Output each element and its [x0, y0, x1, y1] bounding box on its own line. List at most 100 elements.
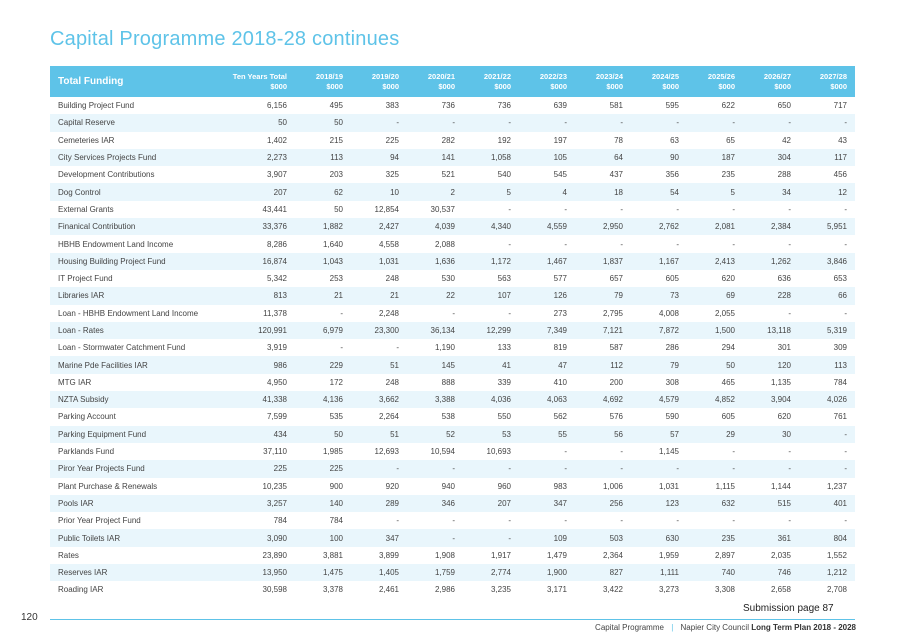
table-cell: 5,342: [266, 274, 287, 284]
table-cell: 550: [497, 412, 511, 422]
table-row: Reserves IAR 13,950 1,475 1,405 1,759 2,774 1,…: [50, 564, 855, 582]
table-cell: -: [508, 239, 511, 249]
table-cell: -: [732, 516, 735, 526]
table-cell: 577: [553, 274, 567, 284]
table-cell: 30,537: [430, 204, 455, 214]
table-cell: 576: [609, 412, 623, 422]
table-cell: 248: [385, 274, 399, 284]
table-cell: 4,136: [295, 391, 351, 409]
table-cell: 50: [295, 114, 351, 132]
column-header-unit: $000: [382, 81, 399, 91]
table-cell: 1,479: [546, 550, 567, 560]
table-cell: 10,594: [430, 447, 455, 457]
table-cell: 736: [497, 101, 511, 111]
table-cell: 8,286: [266, 239, 287, 249]
table-row: Marine Pde Facilities IAR 986 229 51 145 41 47…: [50, 356, 855, 374]
table-cell: -: [676, 239, 679, 249]
table-cell: 235: [687, 529, 743, 547]
table-cell: 34: [743, 183, 799, 201]
table-cell: 12: [799, 183, 855, 201]
row-label: MTG IAR: [58, 377, 92, 387]
table-cell: 1,837: [575, 252, 631, 270]
table-row: HBHB Endowment Land Income 8,286 1,640 4,55…: [50, 235, 855, 252]
page-number: 120: [21, 612, 38, 623]
table-cell: 1,640: [322, 239, 343, 249]
table-cell: 1,900: [519, 564, 575, 582]
table-cell: 3,904: [743, 391, 799, 409]
table-cell: 207: [220, 183, 295, 201]
row-label: NZTA Subsidy: [50, 391, 220, 409]
table-cell: 3,919: [266, 343, 287, 353]
table-cell: 50: [220, 114, 295, 132]
table-row: Dog Control 207 62 10 2 5 4 18 54 5 34 12: [50, 183, 855, 201]
table-cell: 1,500: [687, 321, 743, 340]
table-cell: 784: [273, 516, 287, 526]
column-header: Ten Years Total $000: [220, 66, 295, 97]
table-cell: 1,031: [351, 252, 407, 270]
row-label: Building Project Fund: [58, 101, 135, 111]
table-row: Loan - Stormwater Catchment Fund 3,919 - - 1…: [50, 339, 855, 356]
table-cell: -: [620, 204, 623, 214]
row-label: Pools IAR: [50, 494, 220, 513]
row-label: Plant Purchase & Renewals: [58, 481, 158, 491]
table-cell: 3,171: [546, 585, 567, 595]
table-cell: 1,115: [715, 481, 735, 491]
table-cell: 30,598: [262, 585, 287, 595]
table-cell: 37,110: [263, 447, 287, 457]
column-header-unit: $000: [494, 81, 511, 91]
table-cell: -: [463, 529, 519, 547]
table-cell: 605: [665, 274, 679, 284]
column-header-unit: $000: [774, 81, 791, 91]
column-header-unit: $000: [326, 81, 343, 91]
table-cell: -: [676, 204, 679, 214]
table-cell: -: [844, 447, 847, 457]
table-cell: 1,759: [407, 564, 463, 582]
table-row: Piror Year Projects Fund 225 225- - - - - - - - -: [50, 460, 855, 478]
column-header-unit: $000: [606, 81, 623, 91]
row-label: Rates: [58, 550, 79, 560]
table-cell: 23,890: [262, 550, 287, 560]
table-cell: -: [519, 460, 575, 478]
table-cell: 1,145: [658, 447, 679, 457]
row-label: City Services Projects Fund: [50, 148, 220, 167]
footer-org: Napier City Council: [680, 623, 749, 632]
table-cell: 18: [575, 183, 631, 201]
table-cell: 13,118: [743, 321, 799, 340]
table-cell: 43,441: [262, 204, 287, 214]
table-row: MTG IAR 4,950 172 248 888 339 410 200 308 465 1,13…: [50, 374, 855, 391]
page-title: Capital Programme 2018-28 continues: [50, 28, 400, 50]
table-cell: 3,662: [351, 391, 407, 409]
table-cell: 2,658: [770, 585, 791, 595]
table-cell: 2,774: [463, 564, 519, 582]
table-cell: 12,299: [463, 321, 519, 340]
column-header-label: 2018/19: [315, 71, 343, 81]
table-cell: 2,264: [378, 412, 399, 422]
table-cell: 79: [631, 356, 687, 374]
table-cell: 94: [351, 148, 407, 167]
table-cell: 595: [665, 101, 679, 111]
table-cell: 2,986: [434, 585, 455, 595]
table-cell: 11,378: [263, 308, 287, 318]
column-header: 2022/23 $000: [519, 66, 575, 97]
column-header: 2027/28 $000: [799, 66, 855, 97]
table-cell: 1,190: [434, 343, 455, 353]
table-cell: -: [575, 460, 631, 478]
table-cell: 620: [777, 412, 791, 422]
table-cell: 4,558: [378, 239, 399, 249]
row-label: Reserves IAR: [50, 564, 220, 582]
table-cell: 117: [799, 148, 855, 167]
table-cell: 581: [609, 101, 623, 111]
table-cell: 530: [441, 274, 455, 284]
footer-divider: [50, 619, 855, 620]
column-header-unit: $000: [718, 81, 735, 91]
table-cell: -: [564, 204, 567, 214]
column-header-label: 2025/26: [707, 71, 735, 81]
table-row: Prior Year Project Fund 784 784 - - - - - - - - -: [50, 512, 855, 529]
table-cell: 7,349: [519, 321, 575, 340]
table-cell: 960: [497, 481, 511, 491]
table-cell: 784: [329, 516, 343, 526]
table-cell: 5: [687, 183, 743, 201]
footer: Capital Programme | Napier City Council …: [595, 623, 856, 632]
table-cell: 294: [721, 343, 735, 353]
column-header-unit: $000: [550, 81, 567, 91]
